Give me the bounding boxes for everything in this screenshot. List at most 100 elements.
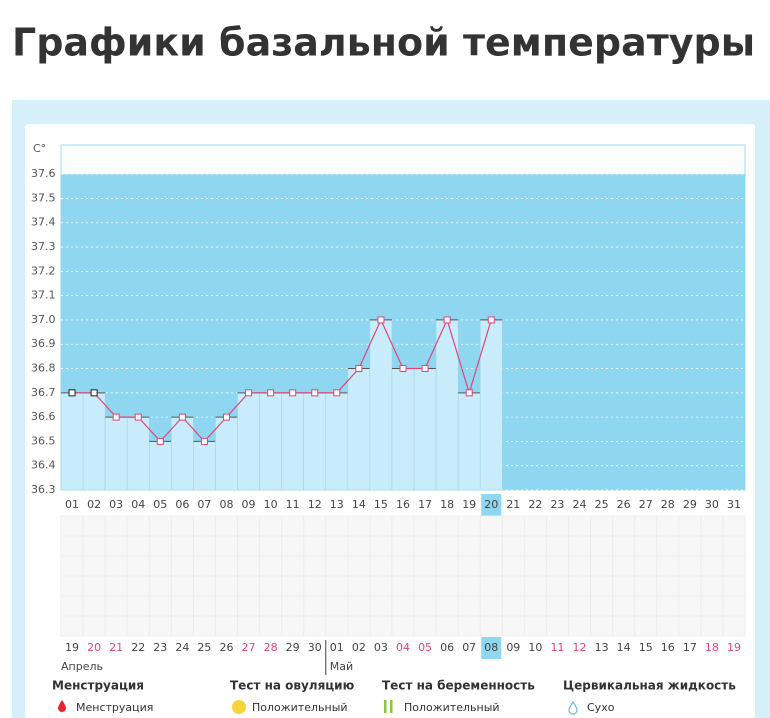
calendar-date: 20	[87, 641, 101, 654]
x-tick-label: 21	[506, 498, 520, 511]
point	[134, 413, 142, 421]
point	[200, 437, 208, 445]
bar	[237, 392, 260, 491]
calendar-date: 13	[595, 641, 609, 654]
x-tick-label: 01	[65, 498, 79, 511]
x-tick-label: 06	[175, 498, 189, 511]
point	[355, 365, 363, 373]
bar	[215, 416, 238, 491]
point	[333, 389, 341, 397]
x-tick-label: 19	[462, 498, 476, 511]
calendar-date: 19	[65, 641, 79, 654]
bar	[457, 392, 481, 491]
calendar-date: 14	[617, 641, 631, 654]
bar	[104, 416, 128, 491]
x-tick-label: 26	[617, 498, 631, 511]
bar	[325, 392, 349, 491]
calendar-date: 26	[219, 641, 233, 654]
x-tick-label: 15	[374, 498, 388, 511]
legend-title: Менструация	[52, 679, 144, 693]
x-tick-label: 11	[286, 498, 300, 511]
x-tick-label: 04	[131, 498, 145, 511]
point	[112, 413, 120, 421]
calendar-date: 03	[374, 641, 388, 654]
x-tick-label: 28	[661, 498, 675, 511]
calendar-date: 17	[683, 641, 697, 654]
y-tick-label: 37.2	[31, 264, 56, 277]
point	[90, 389, 98, 397]
bar	[347, 368, 371, 491]
legend-item: Положительный	[252, 701, 348, 714]
y-tick-label: 36.8	[31, 362, 56, 375]
calendar-date: 30	[308, 641, 322, 654]
legend-item: Сухо	[587, 701, 615, 714]
y-tick-label: 37.5	[31, 191, 56, 204]
x-tick-label: 20	[484, 498, 498, 511]
calendar-date: 22	[131, 641, 145, 654]
point	[443, 316, 451, 324]
point	[156, 437, 164, 445]
calendar-date: 27	[242, 641, 256, 654]
x-tick-label: 23	[550, 498, 564, 511]
bar	[60, 392, 84, 491]
date-highlight	[481, 637, 502, 659]
x-tick-label: 14	[352, 498, 366, 511]
y-tick-label: 37.4	[31, 216, 56, 229]
point	[311, 389, 319, 397]
bar	[391, 368, 415, 491]
legend-title: Цервикальная жидкость	[563, 679, 736, 693]
legend-item: Положительный	[404, 701, 500, 714]
day-highlight	[481, 494, 502, 516]
x-tick-label: 30	[705, 498, 719, 511]
x-tick-label: 16	[396, 498, 410, 511]
calendar-date: 05	[418, 641, 432, 654]
x-tick-label: 22	[528, 498, 542, 511]
calendar-date: 04	[396, 641, 410, 654]
calendar-date: 24	[175, 641, 189, 654]
x-tick-label: 08	[219, 498, 233, 511]
calendar-date: 25	[197, 641, 211, 654]
x-tick-label: 29	[683, 498, 697, 511]
calendar-date: 29	[286, 641, 300, 654]
calendar-date: 12	[573, 641, 587, 654]
y-tick-label: 37.6	[31, 167, 56, 180]
bar	[303, 392, 327, 491]
bar	[82, 392, 106, 491]
x-tick-label: 25	[595, 498, 609, 511]
calendar-date: 18	[705, 641, 719, 654]
bar	[126, 416, 150, 491]
calendar-date: 10	[528, 641, 542, 654]
y-tick-label: 36.5	[31, 434, 56, 447]
x-tick-label: 09	[242, 498, 256, 511]
calendar-date: 16	[661, 641, 675, 654]
bar	[369, 319, 393, 491]
bar	[259, 392, 282, 491]
point	[421, 365, 429, 373]
x-tick-label: 18	[440, 498, 454, 511]
calendar-date: 02	[352, 641, 366, 654]
calendar-date: 21	[109, 641, 123, 654]
point	[289, 389, 297, 397]
point	[399, 365, 407, 373]
x-tick-label: 12	[308, 498, 322, 511]
bar	[193, 441, 216, 491]
y-tick-label: 37.0	[31, 313, 56, 326]
x-tick-label: 24	[573, 498, 587, 511]
point	[267, 389, 275, 397]
point	[245, 389, 253, 397]
calendar-date: 09	[506, 641, 520, 654]
calendar-date: 11	[550, 641, 564, 654]
x-tick-label: 13	[330, 498, 344, 511]
point	[178, 413, 186, 421]
point	[377, 316, 385, 324]
calendar-date: 19	[727, 641, 741, 654]
x-tick-label: 27	[639, 498, 653, 511]
y-tick-label: 37.3	[31, 240, 56, 253]
calendar-date: 15	[639, 641, 653, 654]
legend-title: Тест на беременность	[382, 679, 535, 693]
y-tick-label: 36.7	[31, 386, 56, 399]
calendar-date: 08	[484, 641, 498, 654]
x-tick-label: 07	[197, 498, 211, 511]
calendar-date: 23	[153, 641, 167, 654]
